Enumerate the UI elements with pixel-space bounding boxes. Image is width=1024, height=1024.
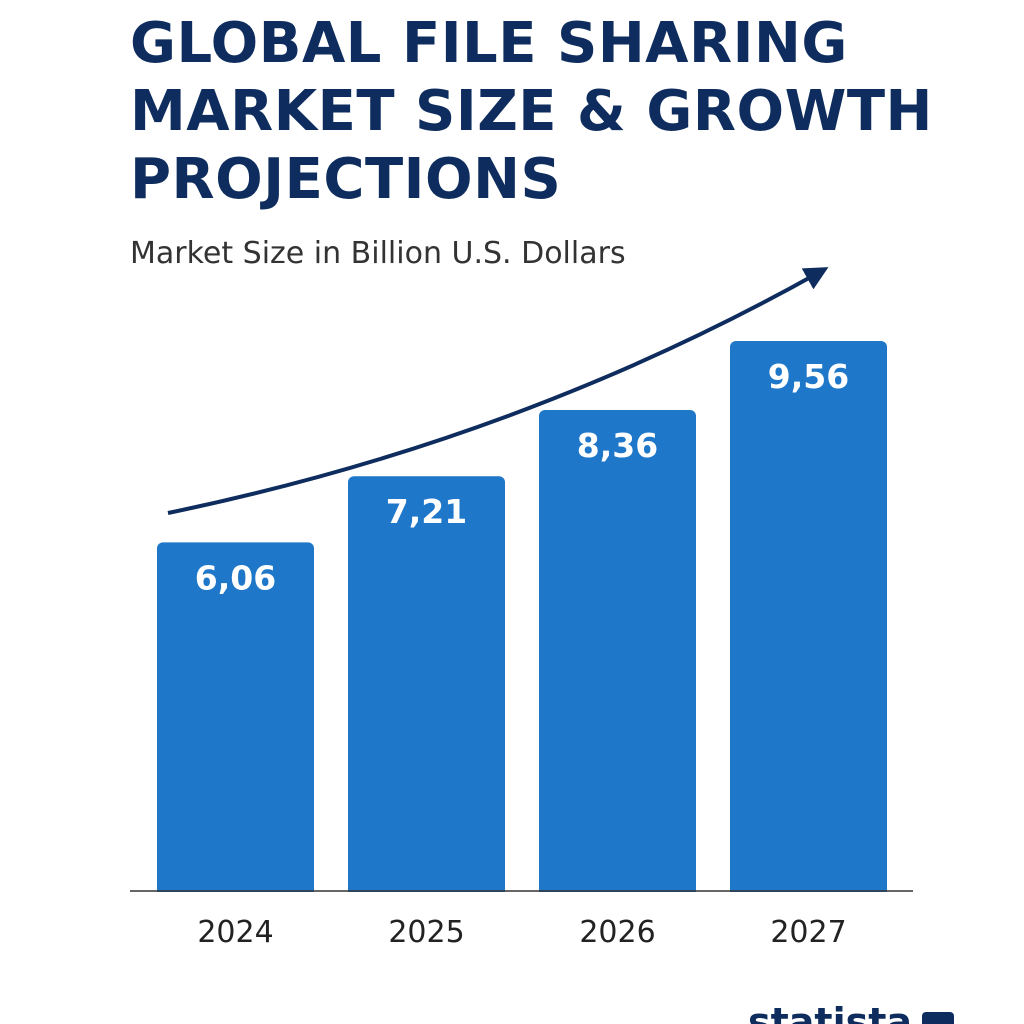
chart-subtitle: Market Size in Billion U.S. Dollars xyxy=(130,236,626,271)
logo-mark-icon xyxy=(922,1012,955,1024)
logo-wordmark: statista xyxy=(748,1000,913,1024)
statista-logo: statista xyxy=(748,998,955,1024)
x-tick-label: 2027 xyxy=(770,915,846,950)
bar-value-label: 7,21 xyxy=(386,492,467,531)
bar-2027 xyxy=(730,341,887,899)
bar-2024 xyxy=(157,542,314,899)
bar-2025 xyxy=(348,476,505,899)
x-tick-label: 2026 xyxy=(579,915,655,950)
bar-value-label: 6,06 xyxy=(195,558,276,597)
bar-value-label: 9,56 xyxy=(768,357,849,396)
baseline-mask xyxy=(130,892,930,904)
chart-title: GLOBAL FILE SHARING MARKET SIZE & GROWTH… xyxy=(130,11,933,212)
trend-arrow xyxy=(167,267,829,515)
bar-2026 xyxy=(539,410,696,899)
bar-value-label: 8,36 xyxy=(577,426,658,465)
x-tick-label: 2024 xyxy=(197,915,273,950)
x-tick-labels: 2024 2025 2026 2027 xyxy=(197,915,846,950)
bar-chart: 6,06 7,21 8,36 9,56 2024 2025 2026 2027 xyxy=(130,267,930,950)
bars-group: 6,06 7,21 8,36 9,56 xyxy=(130,341,930,904)
x-tick-label: 2025 xyxy=(388,915,464,950)
